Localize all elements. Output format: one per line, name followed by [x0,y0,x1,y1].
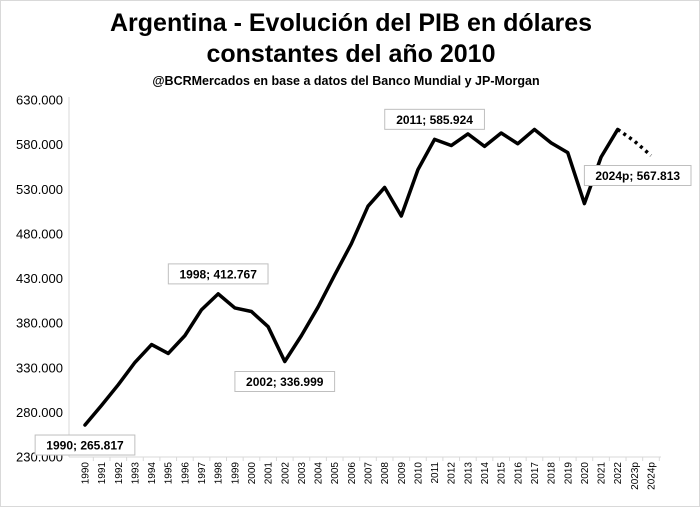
x-tick-label: 2001 [264,462,275,485]
x-tick-label: 2013 [463,462,474,485]
series-line-projection [616,128,653,157]
axes [68,97,661,461]
data-label-box [384,108,485,130]
y-tick-label: 480.000 [16,226,63,241]
series-line [83,127,653,427]
y-tick-label: 330.000 [16,360,63,375]
x-tick-label: 1992 [114,462,125,485]
x-tick-label: 2019 [563,462,574,485]
y-tick-label: 430.000 [16,271,63,286]
data-label-box [234,371,336,392]
x-tick-label: 2005 [330,462,341,485]
y-tick-label: 530.000 [16,182,63,197]
series-line-actual [83,127,620,427]
data-label-text: 2011; 585.924 [396,113,473,127]
data-label-box [583,165,692,186]
x-tick-label: 1996 [180,462,191,485]
x-tick-label: 2020 [580,462,591,485]
data-label-box [167,263,269,285]
x-tick-label: 1991 [97,462,108,485]
chart-subtitle: @BCRMercados en base a datos del Banco M… [152,74,540,88]
x-tick-label: 2010 [413,462,424,485]
data-label: 1990; 265.817 [34,434,136,456]
x-tick-label: 2009 [397,462,408,485]
y-tick-label: 380.000 [16,316,63,331]
chart-title-line2: constantes del año 2010 [206,40,496,68]
data-label-text: 2024p; 567.813 [595,169,680,183]
x-tick-label: 2000 [247,462,258,485]
x-tick-label: 1999 [230,462,241,485]
data-annotations: 1990; 265.817 1998; 412.767 2002; 336.999 2… [34,108,692,456]
data-label: 1998; 412.767 [167,263,269,285]
x-tick-label: 2007 [364,462,375,485]
x-tick-label: 2021 [597,462,608,485]
x-tick-label: 1990 [81,462,92,485]
data-label-text: 1990; 265.817 [46,439,124,453]
x-tick-label: 2022 [613,462,624,485]
y-tick-label: 280.000 [16,405,63,420]
chart-title: Argentina - Evolución del PIB en dólares [109,9,593,37]
data-label-text: 2002; 336.999 [246,375,324,389]
data-label: 2024p; 567.813 [583,165,692,186]
y-tick-labels: 230.000280.000330.000380.000430.000480.0… [16,93,63,465]
x-tick-label: 1998 [214,462,225,485]
x-tick-label: 2012 [447,462,458,485]
x-tick-label: 2014 [480,462,491,485]
x-tick-label: 2006 [347,462,358,485]
x-tick-label: 2017 [530,462,541,485]
x-tick-label: 2008 [380,462,391,485]
x-tick-label: 2023p [630,462,641,490]
x-tick-label: 2002 [280,462,291,485]
x-tick-labels: 1990 1991 1992 1993 1994 1995 1996 1997 1998 1999… [81,462,658,490]
x-tick-label: 2011 [430,462,441,484]
x-tick-label: 1995 [164,462,175,485]
x-tick-label: 2003 [297,462,308,485]
x-tick-label: 1994 [147,462,158,485]
data-label: 2011; 585.924 [384,108,485,130]
x-tick-label: 1997 [197,462,208,485]
data-label-text: 1998; 412.767 [179,267,257,281]
x-tick-label: 2018 [547,462,558,485]
x-tick-label: 1993 [130,462,141,485]
x-tick-label: 2004 [314,462,325,485]
y-tick-label: 630.000 [16,93,63,108]
data-label: 2002; 336.999 [234,371,336,392]
x-tick-label: 2016 [513,462,524,485]
data-label-box [34,434,136,456]
x-tick-label: 2015 [497,462,508,485]
y-tick-label: 580.000 [16,137,63,152]
x-tick-label: 2024p [647,462,658,490]
